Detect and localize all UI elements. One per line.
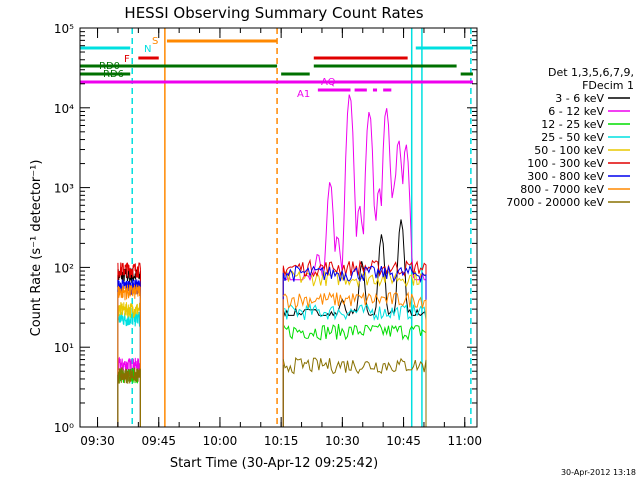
y-tick-label: 10¹ xyxy=(54,341,74,355)
legend-entry-label: 7000 - 20000 keV xyxy=(506,196,604,209)
y-tick-label: 10⁴ xyxy=(54,102,74,116)
legend-entry-label: 100 - 300 keV xyxy=(527,157,604,170)
flag-label: RD0 xyxy=(99,61,120,72)
flag-label: A1 xyxy=(297,89,310,100)
series-line xyxy=(117,94,427,427)
legend-entry-label: 800 - 7000 keV xyxy=(520,183,604,196)
y-tick-label: 10⁰ xyxy=(54,421,74,435)
chart-title: HESSI Observing Summary Count Rates xyxy=(124,4,423,22)
plot-frame xyxy=(79,27,478,428)
x-tick-label: 09:45 xyxy=(141,434,176,448)
series-line xyxy=(117,323,427,427)
x-axis-label: Start Time (30-Apr-12 09:25:42) xyxy=(170,456,378,471)
x-tick-label: 10:00 xyxy=(203,434,238,448)
x-tick-label: 11:00 xyxy=(447,434,482,448)
legend-entry-label: 12 - 25 keV xyxy=(541,118,604,131)
legend-entry-label: 3 - 6 keV xyxy=(555,92,604,105)
flag-label: S xyxy=(152,36,158,47)
y-tick-label: 10⁵ xyxy=(54,22,74,36)
series-line xyxy=(117,219,427,427)
x-tick-label: 10:15 xyxy=(264,434,299,448)
y-tick-label: 10³ xyxy=(54,182,74,196)
plot-area: NSFRD0RD6AQA1 xyxy=(80,28,473,427)
legend-header: Det 1,3,5,6,7,9, xyxy=(548,66,634,79)
series-line xyxy=(117,303,427,427)
flag-label: F xyxy=(124,54,130,65)
series-line xyxy=(117,357,427,427)
y-axis-label: Count Rate (s⁻¹ detector⁻¹) xyxy=(29,160,44,337)
axis-ticks: 10⁰ 10¹ 10² 10³ 10⁴ 10⁵ 09:30 09:45 10:00 10:15 10… xyxy=(54,22,482,448)
legend-header: FDecim 1 xyxy=(582,79,634,92)
series-line xyxy=(117,269,427,427)
legend-entry-label: 6 - 12 keV xyxy=(548,105,604,118)
legend-entry-label: 50 - 100 keV xyxy=(534,144,604,157)
timestamp: 30-Apr-2012 13:18 xyxy=(561,468,636,477)
series-line xyxy=(117,264,427,427)
legend-entry-label: 25 - 50 keV xyxy=(541,131,604,144)
legend-entry-label: 300 - 800 keV xyxy=(527,170,604,183)
x-tick-label: 10:30 xyxy=(325,434,360,448)
series-line xyxy=(117,284,427,427)
flag-label: RD6 xyxy=(103,69,124,80)
flag-label: N xyxy=(144,44,151,55)
x-tick-label: 09:30 xyxy=(80,434,115,448)
x-tick-label: 10:45 xyxy=(386,434,421,448)
y-tick-label: 10² xyxy=(54,261,74,275)
